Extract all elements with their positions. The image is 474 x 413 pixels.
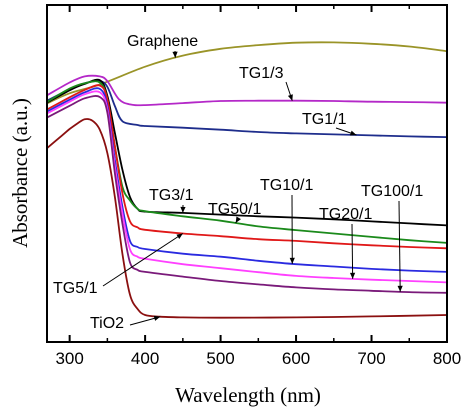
x-axis-title: Wavelength (nm) bbox=[175, 383, 321, 407]
x-tick-label: 800 bbox=[433, 349, 461, 368]
x-tick-label: 600 bbox=[282, 349, 310, 368]
annotation-label-tg3-1: TG3/1 bbox=[149, 187, 194, 204]
annotation-arrowhead-tio2 bbox=[153, 315, 161, 321]
x-tick-label: 300 bbox=[55, 349, 83, 368]
x-tick-label: 400 bbox=[131, 349, 159, 368]
annotation-label-tg100-1: TG100/1 bbox=[361, 183, 423, 200]
annotation-arrowhead-tg100-1 bbox=[397, 285, 403, 292]
annotation-arrowhead-graphene bbox=[172, 51, 178, 58]
y-axis-title: Absorbance (a.u.) bbox=[8, 98, 32, 248]
annotation-arrowhead-tg50-1 bbox=[235, 216, 241, 223]
x-tick-label: 500 bbox=[206, 349, 234, 368]
annotation-leader-tg100-1 bbox=[398, 200, 401, 292]
annotation-arrowhead-tg5-1 bbox=[176, 233, 183, 239]
axis-ticks: 300 400 500 600 700 800 bbox=[55, 5, 461, 368]
annotation-label-tio2: TiO2 bbox=[90, 315, 124, 332]
annotations: Graphene TG1/3 TG1/1 TG3/1 TG50/1 TG10/1 TG20/… bbox=[53, 33, 423, 332]
annotation-label-tg50-1: TG50/1 bbox=[208, 201, 261, 218]
series-lines bbox=[46, 41, 448, 319]
annotation-label-tg10-1: TG10/1 bbox=[260, 177, 313, 194]
annotation-label-tg1-1: TG1/1 bbox=[302, 111, 347, 128]
annotation-arrowhead-tg3-1 bbox=[180, 206, 186, 213]
annotation-leader-tg20-1 bbox=[351, 223, 354, 279]
annotation-arrowhead-tg10-1 bbox=[289, 257, 295, 264]
series-line-tg10-1 bbox=[46, 87, 448, 273]
annotation-label-tg1-3: TG1/3 bbox=[239, 65, 284, 82]
series-line-tg5-1 bbox=[46, 84, 448, 250]
annotation-label-tg20-1: TG20/1 bbox=[319, 206, 372, 223]
x-tick-label: 700 bbox=[357, 349, 385, 368]
plot-frame bbox=[46, 4, 448, 343]
annotation-arrowhead-tg20-1 bbox=[349, 272, 356, 279]
annotation-label-tg5-1: TG5/1 bbox=[53, 280, 98, 297]
series-line-tg20-1 bbox=[46, 90, 448, 284]
annotation-arrowhead-tg1-3 bbox=[287, 94, 293, 101]
annotation-leader-tg5-1 bbox=[102, 233, 184, 287]
series-line-tio2 bbox=[46, 118, 448, 319]
annotation-label-graphene: Graphene bbox=[127, 33, 198, 50]
series-line-tg100-1 bbox=[46, 95, 448, 294]
annotation-arrowhead-tg1-1 bbox=[349, 130, 357, 136]
series-line-tg1-3 bbox=[46, 74, 448, 107]
series-line-tg50-1 bbox=[46, 80, 448, 244]
